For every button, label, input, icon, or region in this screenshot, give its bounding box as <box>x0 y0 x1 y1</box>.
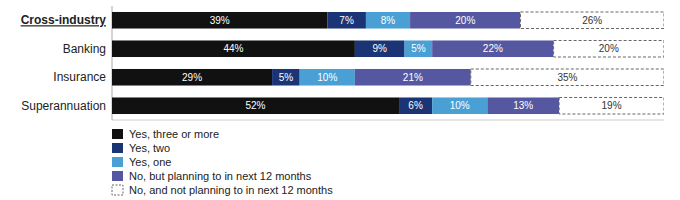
data-label: 9% <box>372 43 387 54</box>
chart: 39% 7% 8% 20% 26% 44% 9% 5% 22% 20% 29% 5% 10% 21% 35%… <box>0 0 680 200</box>
legend-label: Yes, three or more <box>129 128 219 140</box>
data-label: 52% <box>246 100 266 111</box>
data-label: 39% <box>210 15 230 26</box>
bar-segment <box>432 40 553 57</box>
bar-segment <box>355 40 405 57</box>
legend: Yes, three or more Yes, two Yes, one No, bu… <box>112 128 333 196</box>
bar-segment <box>112 40 355 57</box>
legend-label: Yes, one <box>129 156 171 168</box>
bar-segment <box>327 12 366 29</box>
legend-label: No, but planning to in next 12 months <box>129 170 312 182</box>
bar-segment <box>366 12 410 29</box>
bar-segment <box>405 40 433 57</box>
data-label: 26% <box>582 15 602 26</box>
data-label: 10% <box>450 100 470 111</box>
legend-swatch <box>112 171 123 181</box>
legend-label: Yes, two <box>129 142 170 154</box>
data-label: 19% <box>602 100 622 111</box>
legend-swatch <box>112 129 123 139</box>
data-label: 21% <box>403 72 423 83</box>
legend-swatch <box>112 143 123 153</box>
bars <box>112 12 664 114</box>
x-axis-line <box>112 120 664 121</box>
data-labels: 39% 7% 8% 20% 26% 44% 9% 5% 22% 20% 29% 5% 10% 21% 35%… <box>182 15 622 112</box>
data-label: 13% <box>513 100 533 111</box>
bar-segment <box>300 69 355 86</box>
bar-segment <box>432 97 487 114</box>
bar-segment <box>112 12 327 29</box>
data-label: 20% <box>599 43 619 54</box>
data-label: 7% <box>339 15 354 26</box>
data-label: 5% <box>411 43 426 54</box>
bar-segment <box>520 12 664 29</box>
bar-segment <box>112 97 399 114</box>
data-label: 22% <box>483 43 503 54</box>
bar-segment <box>272 69 300 86</box>
category-label: Superannuation <box>21 99 106 113</box>
category-label: Insurance <box>53 70 106 84</box>
bar-segment <box>410 12 520 29</box>
bar-segment <box>471 69 664 86</box>
legend-swatch <box>112 185 123 195</box>
bar-segment <box>559 97 664 114</box>
bar-segment <box>487 97 559 114</box>
bar-segment <box>399 97 432 114</box>
legend-label: No, and not planning to in next 12 month… <box>129 184 333 196</box>
data-label: 44% <box>223 43 243 54</box>
data-label: 5% <box>279 72 294 83</box>
category-label: Cross-industry <box>21 13 107 27</box>
bar-segment <box>554 40 664 57</box>
data-label: 35% <box>557 72 577 83</box>
legend-swatch <box>112 157 123 167</box>
bar-segment <box>355 69 471 86</box>
data-label: 29% <box>182 72 202 83</box>
category-label: Banking <box>63 42 106 56</box>
data-label: 20% <box>455 15 475 26</box>
bar-segment <box>112 69 272 86</box>
data-label: 6% <box>408 100 423 111</box>
data-label: 10% <box>317 72 337 83</box>
data-label: 8% <box>381 15 396 26</box>
